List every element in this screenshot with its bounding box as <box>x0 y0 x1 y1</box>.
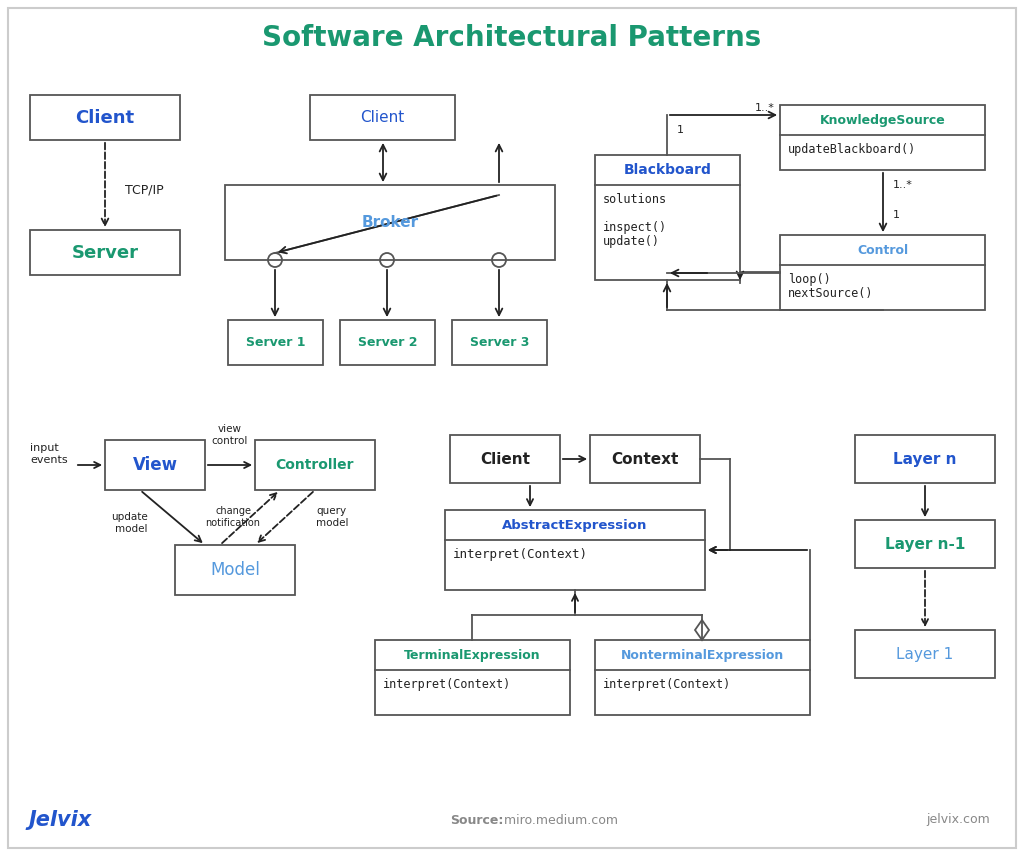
Bar <box>255 440 375 490</box>
Text: Layer 1: Layer 1 <box>896 646 953 662</box>
Bar <box>855 435 995 483</box>
Bar <box>30 95 180 140</box>
Text: 1..*: 1..* <box>893 180 912 190</box>
Bar <box>445 510 705 590</box>
Text: Server: Server <box>72 243 138 261</box>
Text: solutions: solutions <box>603 193 667 206</box>
Text: TCP/IP: TCP/IP <box>125 183 164 196</box>
Text: TerminalExpression: TerminalExpression <box>404 649 541 662</box>
Bar <box>175 545 295 595</box>
Text: Blackboard: Blackboard <box>624 163 712 177</box>
Bar <box>228 320 323 365</box>
Bar <box>225 185 555 260</box>
Text: Software Architectural Patterns: Software Architectural Patterns <box>262 24 762 52</box>
Text: AbstractExpression: AbstractExpression <box>503 518 648 531</box>
Bar <box>452 320 547 365</box>
Bar <box>780 235 985 310</box>
Text: interpret(Context): interpret(Context) <box>383 678 511 691</box>
Text: NonterminalExpression: NonterminalExpression <box>621 649 784 662</box>
Bar <box>595 155 740 280</box>
Bar <box>340 320 435 365</box>
Text: miro.medium.com: miro.medium.com <box>500 813 618 826</box>
Text: Layer n: Layer n <box>893 452 956 466</box>
Text: update
model: update model <box>112 512 148 534</box>
Text: Server 2: Server 2 <box>357 336 417 349</box>
Text: Server 3: Server 3 <box>470 336 529 349</box>
Text: update(): update() <box>603 235 660 248</box>
Text: jelvix.com: jelvix.com <box>927 813 990 826</box>
Text: loop(): loop() <box>788 273 830 286</box>
Text: Client: Client <box>480 452 530 466</box>
Bar <box>375 640 570 715</box>
Text: interpret(Context): interpret(Context) <box>603 678 731 691</box>
Text: Context: Context <box>611 452 679 466</box>
Text: View: View <box>132 456 177 474</box>
Text: Client: Client <box>76 109 134 127</box>
Text: change
notification: change notification <box>206 506 260 528</box>
Text: query
model: query model <box>316 506 348 528</box>
Text: updateBlackboard(): updateBlackboard() <box>788 143 916 156</box>
Text: 1: 1 <box>677 125 684 135</box>
Bar <box>590 435 700 483</box>
Text: inspect(): inspect() <box>603 221 667 234</box>
Text: 1..*: 1..* <box>755 103 775 113</box>
Text: Jelvix: Jelvix <box>28 810 91 830</box>
Text: input: input <box>30 443 58 453</box>
Bar <box>780 105 985 170</box>
Text: nextSource(): nextSource() <box>788 287 873 300</box>
Text: Source:: Source: <box>450 813 504 826</box>
Bar <box>450 435 560 483</box>
Text: Layer n-1: Layer n-1 <box>885 536 966 552</box>
Text: interpret(Context): interpret(Context) <box>453 548 588 561</box>
Text: Controller: Controller <box>275 458 354 472</box>
Text: Model: Model <box>210 561 260 579</box>
Text: KnowledgeSource: KnowledgeSource <box>819 113 945 127</box>
Text: view
control: view control <box>212 424 248 446</box>
Bar <box>855 520 995 568</box>
Text: Control: Control <box>857 243 908 256</box>
Text: events: events <box>30 455 68 465</box>
Text: Client: Client <box>360 110 404 125</box>
Text: Broker: Broker <box>361 214 419 230</box>
Bar <box>855 630 995 678</box>
Text: 1: 1 <box>893 210 900 220</box>
Bar <box>595 640 810 715</box>
Bar <box>310 95 455 140</box>
Bar <box>30 230 180 275</box>
Bar <box>105 440 205 490</box>
Text: Server 1: Server 1 <box>246 336 305 349</box>
